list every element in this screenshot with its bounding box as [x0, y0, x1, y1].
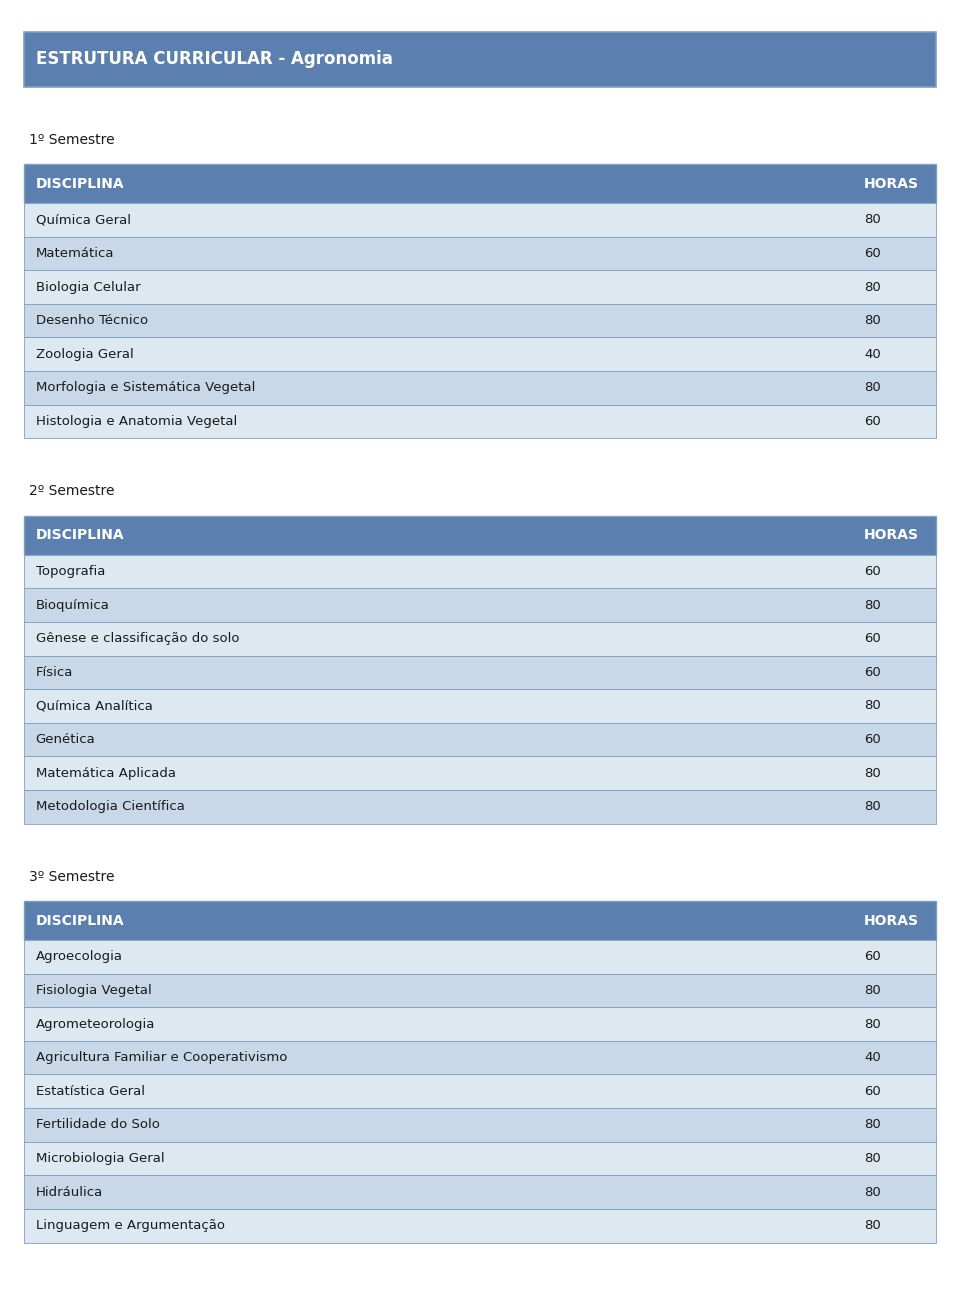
Text: Física: Física	[36, 666, 73, 679]
Bar	[24, 1142, 936, 1175]
Text: Fertilidade do Solo: Fertilidade do Solo	[36, 1118, 159, 1131]
Bar	[24, 974, 936, 1007]
Bar	[24, 516, 936, 555]
Bar	[24, 901, 936, 940]
Text: 60: 60	[864, 950, 880, 963]
Bar	[24, 756, 936, 790]
Bar	[24, 790, 936, 824]
Text: 3º Semestre: 3º Semestre	[29, 870, 114, 883]
Bar	[24, 1175, 936, 1209]
Bar	[24, 304, 936, 337]
Text: Gênese e classificação do solo: Gênese e classificação do solo	[36, 632, 239, 645]
Text: Agroecologia: Agroecologia	[36, 950, 123, 963]
Text: Estatística Geral: Estatística Geral	[36, 1085, 145, 1098]
Bar	[24, 237, 936, 270]
Text: 80: 80	[864, 281, 880, 294]
Text: 80: 80	[864, 700, 880, 712]
Bar	[24, 270, 936, 304]
Bar	[24, 371, 936, 405]
Text: DISCIPLINA: DISCIPLINA	[36, 177, 124, 190]
Bar	[24, 1007, 936, 1041]
Bar	[24, 555, 936, 588]
Text: 2º Semestre: 2º Semestre	[29, 485, 114, 498]
Text: Matemática: Matemática	[36, 247, 114, 260]
Bar	[24, 940, 936, 974]
Text: Matemática Aplicada: Matemática Aplicada	[36, 767, 176, 780]
Text: HORAS: HORAS	[864, 914, 919, 927]
Bar	[24, 203, 936, 237]
Text: 80: 80	[864, 1118, 880, 1131]
Text: Linguagem e Argumentação: Linguagem e Argumentação	[36, 1219, 225, 1232]
Text: HORAS: HORAS	[864, 529, 919, 542]
Text: 40: 40	[864, 1051, 880, 1064]
Bar	[24, 164, 936, 203]
Bar	[24, 337, 936, 371]
Text: Fisiologia Vegetal: Fisiologia Vegetal	[36, 984, 152, 997]
Text: 80: 80	[864, 1219, 880, 1232]
Bar	[24, 1041, 936, 1074]
Text: Morfologia e Sistemática Vegetal: Morfologia e Sistemática Vegetal	[36, 381, 255, 394]
Text: Topografia: Topografia	[36, 565, 105, 578]
Text: Química Geral: Química Geral	[36, 213, 131, 226]
Text: Metodologia Científica: Metodologia Científica	[36, 800, 184, 813]
Bar	[24, 1074, 936, 1108]
Bar	[24, 1108, 936, 1142]
Text: HORAS: HORAS	[864, 177, 919, 190]
Text: 80: 80	[864, 213, 880, 226]
Text: 80: 80	[864, 381, 880, 394]
Text: Bioquímica: Bioquímica	[36, 599, 109, 612]
Text: DISCIPLINA: DISCIPLINA	[36, 529, 124, 542]
Text: Biologia Celular: Biologia Celular	[36, 281, 140, 294]
Text: 80: 80	[864, 599, 880, 612]
Text: 60: 60	[864, 247, 880, 260]
Text: 80: 80	[864, 1186, 880, 1199]
Bar	[24, 405, 936, 438]
Bar	[24, 32, 936, 87]
Bar	[24, 1209, 936, 1243]
Text: 1º Semestre: 1º Semestre	[29, 133, 114, 146]
Text: ESTRUTURA CURRICULAR - Agronomia: ESTRUTURA CURRICULAR - Agronomia	[36, 50, 393, 69]
Text: 40: 40	[864, 348, 880, 361]
Text: 80: 80	[864, 800, 880, 813]
Text: 60: 60	[864, 733, 880, 746]
Text: 60: 60	[864, 632, 880, 645]
Bar	[24, 588, 936, 622]
Text: 80: 80	[864, 1018, 880, 1031]
Text: Microbiologia Geral: Microbiologia Geral	[36, 1152, 164, 1165]
Text: Genética: Genética	[36, 733, 95, 746]
Text: 80: 80	[864, 984, 880, 997]
Text: Histologia e Anatomia Vegetal: Histologia e Anatomia Vegetal	[36, 415, 237, 428]
Text: Química Analítica: Química Analítica	[36, 700, 153, 712]
Text: Zoologia Geral: Zoologia Geral	[36, 348, 133, 361]
Text: Hidráulica: Hidráulica	[36, 1186, 103, 1199]
Text: Agrometeorologia: Agrometeorologia	[36, 1018, 155, 1031]
Text: 60: 60	[864, 666, 880, 679]
Text: 60: 60	[864, 565, 880, 578]
Bar	[24, 723, 936, 756]
Text: 80: 80	[864, 314, 880, 327]
Bar	[24, 656, 936, 689]
Bar	[24, 689, 936, 723]
Text: 80: 80	[864, 767, 880, 780]
Text: 60: 60	[864, 415, 880, 428]
Text: Desenho Técnico: Desenho Técnico	[36, 314, 148, 327]
Text: Agricultura Familiar e Cooperativismo: Agricultura Familiar e Cooperativismo	[36, 1051, 287, 1064]
Text: 80: 80	[864, 1152, 880, 1165]
Text: DISCIPLINA: DISCIPLINA	[36, 914, 124, 927]
Bar	[24, 622, 936, 656]
Text: 60: 60	[864, 1085, 880, 1098]
